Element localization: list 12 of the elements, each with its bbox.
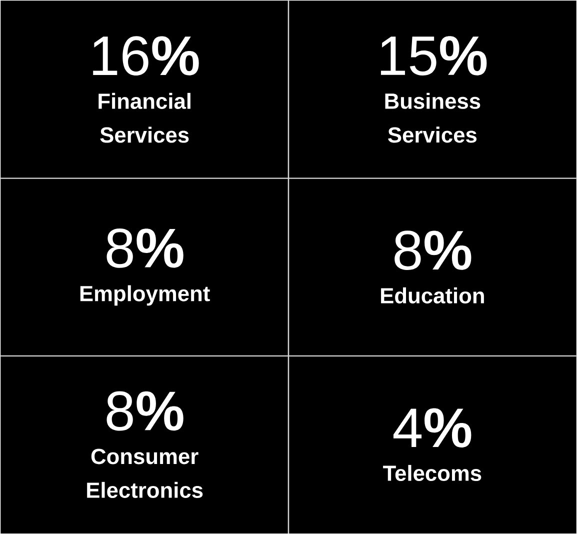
data-label: 15% [380,36,487,76]
data-label: 8% [106,228,184,268]
data-label: 16% [93,36,199,76]
category-label: Consumer Electronics [87,448,203,498]
data-label: 8% [394,230,472,270]
category-label: Financial Services [98,92,190,143]
category-label: Education [381,287,484,304]
data-label: 4% [393,408,472,448]
category-label: Telecoms [383,464,482,481]
category-label: Business Services [385,92,480,143]
data-label: 8% [106,391,184,431]
category-label: Employment [80,285,210,306]
